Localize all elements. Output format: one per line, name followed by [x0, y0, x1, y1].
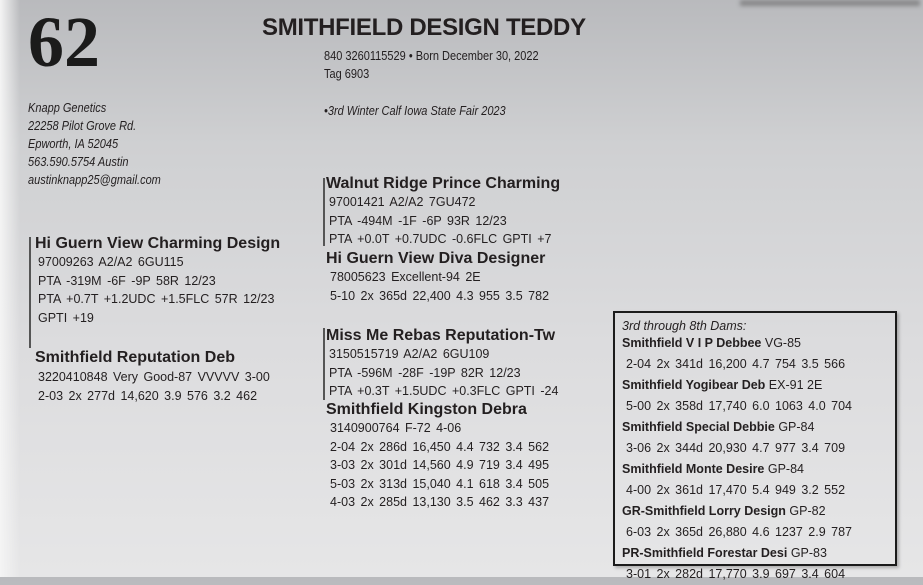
dam-entry-record: 3-06 2x 344d 20,930 4.7 977 3.4 709: [626, 441, 846, 455]
dam-entry: PR-Smithfield Forestar Desi GP-83: [622, 543, 852, 564]
consignor-block: Knapp Genetics 22258 Pilot Grove Rd. Epw…: [28, 99, 161, 189]
previous-page-text-fragment: [740, 0, 920, 6]
animal-name-title: SMITHFIELD DESIGN TEDDY: [262, 14, 586, 41]
sire-sire-block: Walnut Ridge Prince Charming 97001421 A2…: [326, 175, 560, 249]
sire-line: 97009263 A2/A2 6GU115: [38, 255, 184, 269]
dam-sire-line: 3150515719 A2/A2 6GU109: [329, 347, 490, 361]
dam-line: 2-03 2x 277d 14,620 3.9 576 3.2 462: [38, 388, 258, 403]
dam-dam-block: Smithfield Kingston Debra 3140900764 F-7…: [326, 401, 549, 512]
dam-entry: Smithfield Special Debbie GP-84: [622, 417, 852, 438]
sire-dam-line: 78005623 Excellent-94 2E: [330, 270, 481, 284]
pedigree-bracket: [323, 328, 325, 400]
dam-entry-score: VG-85: [764, 336, 802, 350]
dam-entry-name: PR-Smithfield Forestar Desi: [622, 546, 788, 560]
dam-line: 3220410848 Very Good-87 VVVVV 3-00: [38, 370, 270, 384]
dam-entry-record: 6-03 2x 365d 26,880 4.6 1237 2.9 787: [626, 525, 852, 539]
page-edge: [0, 0, 20, 577]
sire-dam-block: Hi Guern View Diva Designer 78005623 Exc…: [326, 250, 549, 305]
registration-line: 840 3260115529 • Born December 30, 2022: [324, 49, 539, 63]
extended-dams-heading: 3rd through 8th Dams:: [622, 319, 747, 333]
sire-line: GPTI +19: [38, 310, 94, 325]
sire-sire-name: Walnut Ridge Prince Charming: [326, 175, 561, 192]
dam-dam-line: 5-03 2x 313d 15,040 4.1 618 3.4 505: [330, 476, 550, 491]
dam-dam-name: Smithfield Kingston Debra: [326, 401, 527, 418]
lot-number: 62: [28, 2, 100, 82]
dam-entry-name: GR-Smithfield Lorry Design: [622, 504, 786, 518]
sire-line: PTA -319M -6F -9P 58R 12/23: [38, 273, 216, 288]
dam-entry: Smithfield Monte Desire GP-84: [622, 459, 852, 480]
dam-sire-block: Miss Me Rebas Reputation-Tw 3150515719 A…: [326, 327, 558, 401]
consignor-phone: 563.590.5754 Austin: [28, 155, 129, 169]
sire-line: PTA +0.7T +1.2UDC +1.5FLC 57R 12/23: [38, 292, 275, 306]
dam-entry-record: 3-01 2x 282d 17,770 3.9 697 3.4 604: [626, 567, 846, 581]
dam-entry-record: 5-00 2x 358d 17,740 6.0 1063 4.0 704: [626, 399, 852, 413]
dam-entry-name: Smithfield Monte Desire: [622, 462, 765, 476]
dam-sire-line: PTA +0.3T +1.5UDC +0.3FLC GPTI -24: [329, 384, 559, 398]
extended-dam-list: Smithfield V I P Debbee VG-85 2-04 2x 34…: [622, 333, 852, 585]
sire-sire-line: PTA +0.0T +0.7UDC -0.6FLC GPTI +7: [329, 232, 552, 246]
dam-name: Smithfield Reputation Deb: [35, 349, 235, 366]
pedigree-bracket: [323, 178, 325, 246]
dam-sire-line: PTA -596M -28F -19P 82R 12/23: [329, 365, 521, 380]
sire-block: Hi Guern View Charming Design 97009263 A…: [35, 235, 280, 327]
dam-block: Smithfield Reputation Deb 3220410848 Ver…: [35, 348, 270, 405]
dam-entry-score: GP-84: [767, 462, 805, 476]
dam-entry-name: Smithfield V I P Debbee: [622, 336, 762, 350]
dam-dam-line: 3140900764 F-72 4-06: [330, 421, 462, 435]
consignor-city: Epworth, IA 52045: [28, 137, 119, 151]
dam-dam-line: 3-03 2x 301d 14,560 4.9 719 3.4 495: [330, 458, 550, 472]
dam-sire-name: Miss Me Rebas Reputation-Tw: [326, 327, 556, 344]
dam-entry-name: Smithfield Special Debbie: [622, 420, 775, 434]
consignor-address: 22258 Pilot Grove Rd.: [28, 119, 137, 133]
dam-dam-line: 2-04 2x 286d 16,450 4.4 732 3.4 562: [330, 439, 550, 454]
dam-entry-name: Smithfield Yogibear Deb: [622, 378, 766, 392]
dam-dam-line: 4-03 2x 285d 13,130 3.5 462 3.3 437: [330, 495, 550, 509]
sire-name: Hi Guern View Charming Design: [35, 235, 281, 252]
dam-entry-score: GP-84: [778, 420, 815, 434]
sire-sire-line: 97001421 A2/A2 7GU472: [329, 195, 476, 209]
consignor-email[interactable]: austinknapp25@gmail.com: [28, 173, 161, 187]
dam-entry-score: EX-91 2E: [768, 378, 823, 392]
sire-dam-line: 5-10 2x 365d 22,400 4.3 955 3.5 782: [330, 288, 550, 303]
dam-entry: Smithfield V I P Debbee VG-85: [622, 333, 852, 354]
dam-entry-score: GP-83: [790, 546, 827, 560]
dam-entry-record: 2-04 2x 341d 16,200 4.7 754 3.5 566: [626, 357, 846, 371]
tag-number: Tag 6903: [324, 67, 370, 81]
dam-entry-score: GP-82: [789, 504, 826, 518]
sire-sire-line: PTA -494M -1F -6P 93R 12/23: [329, 213, 507, 228]
pedigree-bracket: [29, 237, 31, 348]
sire-dam-name: Hi Guern View Diva Designer: [326, 250, 546, 267]
consignor-name: Knapp Genetics: [28, 101, 107, 115]
dam-entry-record: 4-00 2x 361d 17,470 5.4 949 3.2 552: [626, 483, 846, 497]
dam-entry: Smithfield Yogibear Deb EX-91 2E: [622, 375, 852, 396]
extended-dams-box: 3rd through 8th Dams: Smithfield V I P D…: [613, 311, 897, 581]
award-line: •3rd Winter Calf Iowa State Fair 2023: [324, 104, 506, 118]
dam-entry: GR-Smithfield Lorry Design GP-82: [622, 501, 852, 522]
